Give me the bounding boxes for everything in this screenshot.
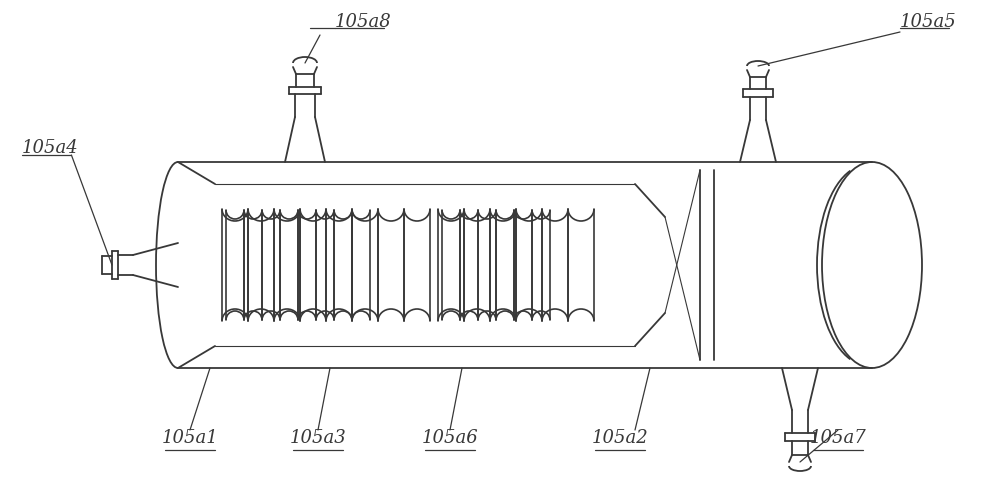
Text: 105a6: 105a6 [422, 429, 478, 447]
Text: 105a2: 105a2 [592, 429, 648, 447]
Text: 105a7: 105a7 [810, 429, 866, 447]
Text: 105a4: 105a4 [22, 139, 79, 157]
Text: 105a5: 105a5 [900, 13, 957, 31]
Text: 105a1: 105a1 [162, 429, 218, 447]
Text: 105a3: 105a3 [290, 429, 346, 447]
Text: 105a8: 105a8 [335, 13, 392, 31]
